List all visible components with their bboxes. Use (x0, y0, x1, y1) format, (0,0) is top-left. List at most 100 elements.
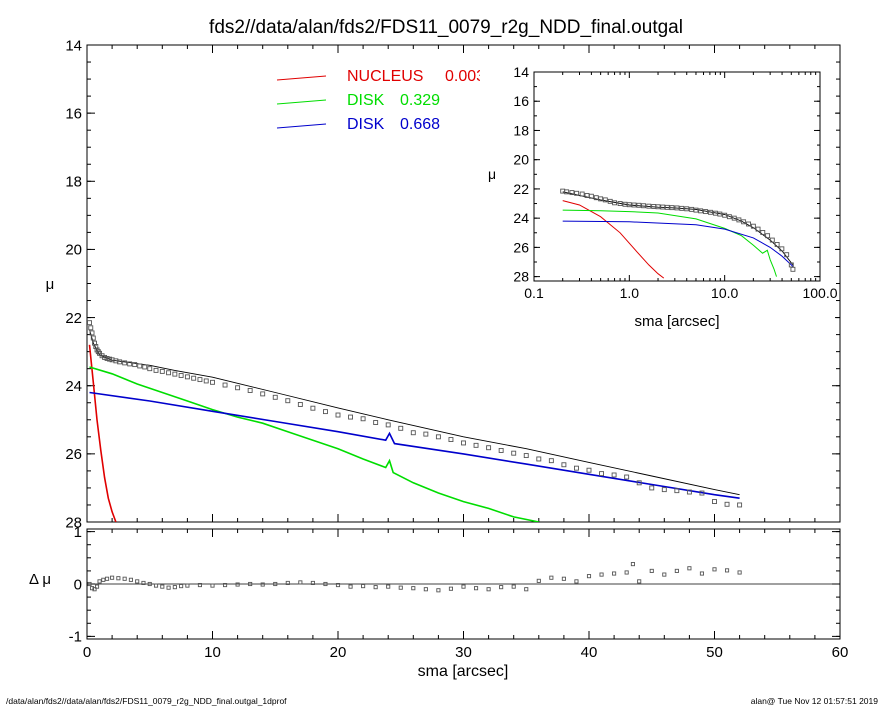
legend-line (276, 75, 327, 81)
y-tick-label: 26 (65, 446, 82, 463)
y-tick-label: 14 (65, 37, 82, 54)
residual-point (398, 585, 403, 590)
data-point (523, 453, 529, 459)
data-point (724, 501, 730, 507)
model-profile-line (89, 329, 740, 496)
residual-point (166, 585, 171, 590)
data-point (699, 490, 705, 496)
data-point (755, 226, 761, 232)
nucleus-profile-line (88, 344, 117, 522)
data-point (260, 391, 266, 397)
data-point (93, 344, 99, 349)
data-point (423, 431, 429, 437)
y-tick-label: 20 (513, 152, 529, 168)
data-point (636, 480, 642, 486)
residual-point (386, 584, 391, 589)
data-point (297, 402, 303, 407)
data-point (708, 209, 713, 215)
data-point (655, 204, 661, 210)
data-point (679, 205, 685, 211)
data-point (142, 364, 148, 370)
data-point (107, 356, 113, 362)
data-point (335, 412, 341, 418)
data-point (89, 330, 95, 336)
residual-panel: 10-10 10 20 30 40 50 60 Δ μ sma [arcsec] (29, 524, 848, 680)
y-tick-label: 22 (513, 181, 529, 197)
data-point (722, 212, 728, 218)
legend-value: 0.668 (400, 116, 440, 133)
data-point (746, 221, 751, 227)
data-point (448, 437, 454, 442)
residual-point (624, 570, 629, 575)
residual-point (725, 568, 730, 573)
data-point (698, 208, 704, 214)
data-point (360, 416, 366, 422)
data-point (373, 420, 379, 425)
residual-point (147, 581, 152, 587)
data-point (147, 366, 153, 372)
residual-point (128, 577, 133, 582)
data-point (435, 434, 441, 440)
y-tick-label: 28 (65, 514, 82, 531)
data-point (790, 266, 796, 272)
data-point (102, 354, 108, 360)
residual-point (674, 568, 679, 573)
legend-line (276, 123, 327, 129)
residual-point (511, 584, 516, 589)
residual-point (298, 580, 303, 585)
residual-point (599, 572, 604, 577)
disk2-profile-line (89, 391, 740, 499)
residual-point (110, 575, 115, 580)
residual-point (423, 587, 428, 592)
data-point (486, 445, 492, 451)
residual-point (310, 580, 315, 586)
residual-point (248, 581, 253, 587)
residual-point (222, 582, 228, 588)
residual-point (411, 586, 416, 591)
residual-point (335, 582, 341, 588)
residual-point (285, 580, 290, 586)
data-point (726, 214, 732, 220)
data-point (247, 388, 253, 393)
residual-point (185, 583, 190, 588)
data-point (310, 405, 316, 411)
legend-line (276, 99, 327, 105)
data-point (669, 205, 675, 211)
data-point (741, 219, 747, 225)
data-point (649, 485, 655, 491)
data-point (323, 409, 328, 415)
disk1-profile-line (89, 366, 539, 522)
data-point (473, 442, 479, 448)
residual-point (89, 586, 95, 591)
data-point (410, 430, 416, 436)
data-point (348, 414, 353, 420)
data-point (564, 189, 570, 195)
residual-point (210, 583, 215, 588)
footer-path: /data/alan/fds2//data/alan/fds2/FDS11_00… (6, 696, 287, 706)
y-tick-label: 28 (513, 269, 529, 285)
data-point (769, 237, 775, 243)
residual-point (197, 582, 203, 588)
y-tick-label: 1 (74, 524, 82, 541)
data-point (385, 422, 391, 428)
residual-point (160, 584, 165, 589)
y-tick-label: 18 (513, 122, 529, 138)
data-point (779, 246, 785, 252)
y-tick-label: 24 (513, 210, 529, 226)
residual-point (273, 581, 278, 587)
data-point (548, 458, 554, 464)
x-tick-label: 40 (581, 644, 598, 661)
data-point (626, 202, 632, 208)
residual-point (361, 584, 366, 589)
residual-point (105, 576, 110, 581)
data-point (674, 205, 680, 211)
data-point (561, 462, 567, 468)
residual-point (348, 584, 353, 589)
main-profile-panel: 14 16 18 20 22 24 26 28 μ (46, 37, 841, 531)
residual-point (135, 579, 140, 584)
x-tick-label: 0 (83, 644, 91, 661)
residual-point (122, 576, 127, 581)
data-point (760, 230, 766, 235)
main-y-axis-label: μ (46, 276, 55, 293)
data-point (511, 450, 517, 456)
